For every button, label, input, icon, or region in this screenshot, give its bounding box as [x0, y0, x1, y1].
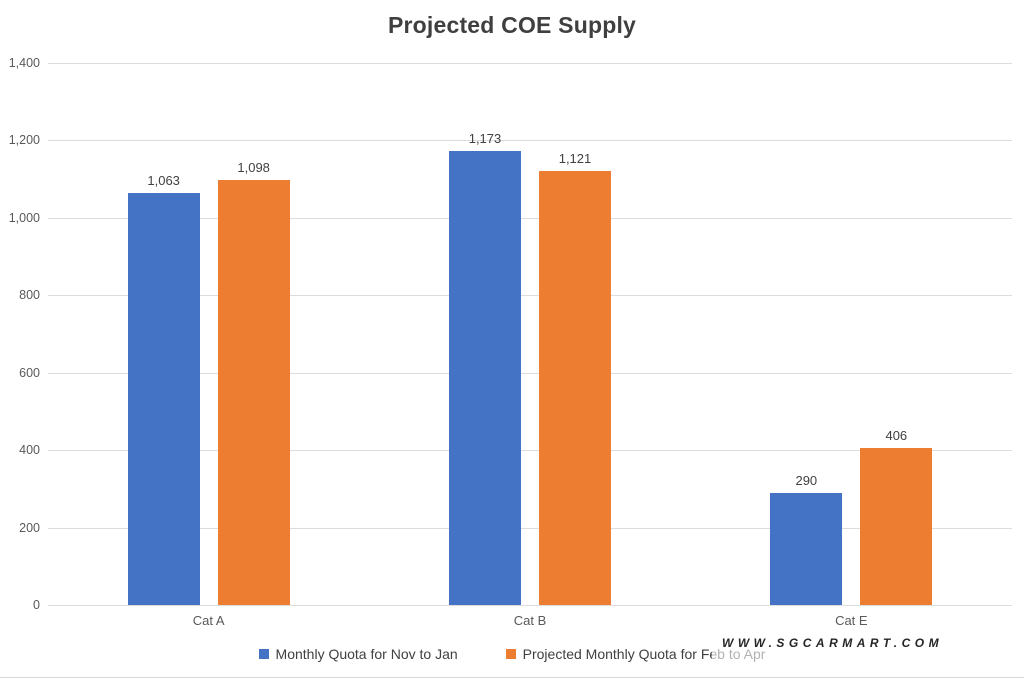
y-axis: 0 200 400 600 800 1,000 1,200 1,400	[0, 56, 40, 612]
gridline	[48, 605, 1012, 606]
gridline	[48, 217, 1012, 219]
bar: 406	[860, 428, 933, 605]
bars-layer: 1,063 1,098 1,173 1,121 290 406	[48, 63, 1012, 605]
y-tick-label: 600	[19, 365, 40, 380]
y-tick-label: 200	[19, 520, 40, 535]
bar-value-label: 290	[795, 472, 818, 488]
bar-group: 1,063 1,098	[48, 63, 369, 605]
bar-group: 290 406	[691, 63, 1012, 605]
bar: 290	[770, 473, 843, 605]
gridline	[48, 527, 1012, 529]
legend-swatch-icon	[505, 649, 516, 659]
y-tick-label: 1,200	[8, 133, 40, 148]
legend: Monthly Quota for Nov to Jan Projected Mo…	[0, 646, 1024, 662]
gridline	[48, 450, 1012, 452]
bar: 1,063	[127, 173, 200, 605]
bar-value-label: 1,098	[237, 159, 270, 175]
legend-label: Projected Monthly Quota for Feb to Apr	[522, 646, 766, 662]
bar-group: 1,173 1,121	[369, 63, 690, 605]
y-tick-label: 400	[19, 443, 40, 458]
bar: 1,098	[217, 160, 290, 605]
category-label: Cat A	[192, 613, 225, 628]
x-axis: Cat A Cat B Cat E	[48, 613, 1012, 628]
gridline	[48, 140, 1012, 142]
legend-item: Monthly Quota for Nov to Jan	[258, 646, 458, 662]
y-tick-label: 0	[33, 598, 40, 612]
plot-area: 1,063 1,098 1,173 1,121 290 406	[48, 63, 1012, 606]
y-tick-label: 800	[19, 288, 40, 303]
legend-item: Projected Monthly Quota for Feb to Apr	[505, 646, 766, 662]
bar-value-label: 406	[885, 427, 908, 443]
y-tick-label: 1,000	[8, 210, 40, 225]
gridline	[48, 295, 1012, 297]
gridline	[48, 63, 1012, 64]
bar-value-label: 1,121	[558, 151, 592, 167]
bar-value-label: 1,063	[147, 173, 180, 189]
y-tick-label: 1,400	[8, 56, 40, 70]
bar: 1,121	[538, 151, 611, 605]
bar-value-label: 1,173	[468, 130, 502, 146]
legend-label: Monthly Quota for Nov to Jan	[275, 646, 458, 662]
bottom-border	[0, 677, 1024, 678]
category-label: Cat B	[513, 613, 547, 628]
chart-title: Projected COE Supply	[387, 12, 637, 38]
gridline	[48, 372, 1012, 374]
bar: 1,173	[448, 131, 521, 605]
watermark: WWW.SGCARMART.COM	[712, 632, 954, 666]
legend-swatch-icon	[258, 649, 269, 659]
category-label: Cat E	[835, 613, 868, 628]
